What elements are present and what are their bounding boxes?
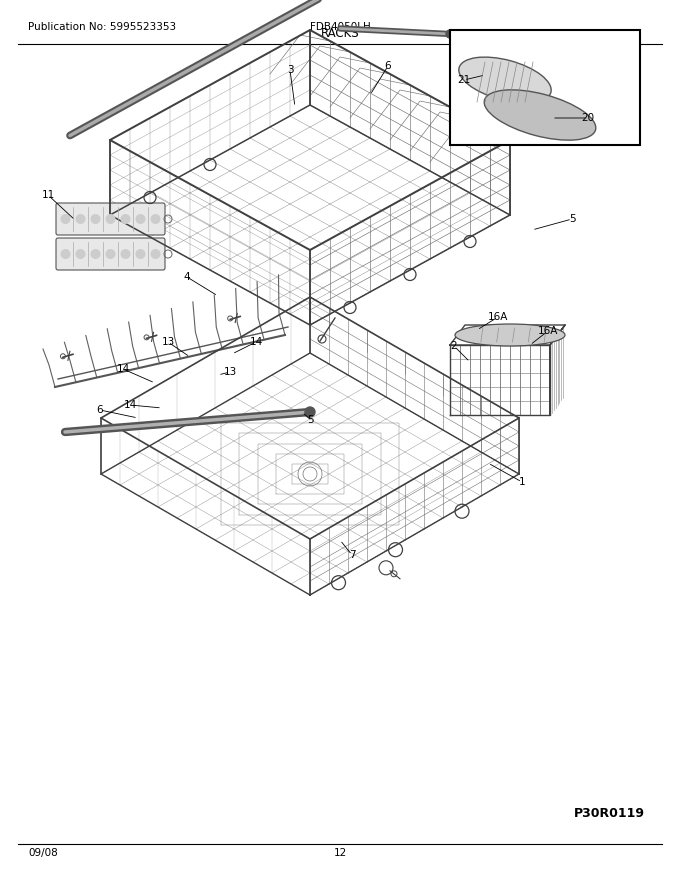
Text: P30R0119: P30R0119 bbox=[574, 807, 645, 820]
Circle shape bbox=[61, 249, 71, 259]
Circle shape bbox=[120, 214, 131, 224]
Text: Publication No: 5995523353: Publication No: 5995523353 bbox=[28, 22, 176, 32]
Text: 14: 14 bbox=[123, 400, 137, 410]
FancyBboxPatch shape bbox=[56, 203, 165, 235]
Circle shape bbox=[61, 214, 71, 224]
Text: 13: 13 bbox=[161, 337, 175, 347]
Text: FDB4050LH: FDB4050LH bbox=[310, 22, 371, 32]
Circle shape bbox=[105, 249, 116, 259]
Text: 16A: 16A bbox=[538, 326, 558, 336]
Bar bbox=[450, 30, 640, 145]
Circle shape bbox=[105, 214, 116, 224]
Circle shape bbox=[446, 30, 454, 38]
Text: 21: 21 bbox=[458, 75, 471, 85]
Circle shape bbox=[135, 214, 146, 224]
Text: 2: 2 bbox=[451, 341, 458, 351]
Circle shape bbox=[90, 249, 101, 259]
Circle shape bbox=[75, 249, 86, 259]
Text: 1: 1 bbox=[519, 477, 526, 487]
Ellipse shape bbox=[484, 90, 596, 140]
Text: 4: 4 bbox=[184, 272, 190, 282]
Circle shape bbox=[120, 249, 131, 259]
Circle shape bbox=[75, 214, 86, 224]
Circle shape bbox=[150, 214, 160, 224]
FancyBboxPatch shape bbox=[56, 238, 165, 270]
Text: 12: 12 bbox=[333, 848, 347, 858]
Circle shape bbox=[305, 407, 315, 417]
Text: 5: 5 bbox=[307, 415, 314, 425]
Text: 11: 11 bbox=[41, 190, 54, 200]
Ellipse shape bbox=[459, 57, 551, 103]
Ellipse shape bbox=[455, 324, 565, 346]
Text: 16A: 16A bbox=[488, 312, 508, 322]
Text: 09/08: 09/08 bbox=[28, 848, 58, 858]
Text: 13: 13 bbox=[223, 367, 237, 377]
Text: 5: 5 bbox=[568, 214, 575, 224]
Text: RACKS: RACKS bbox=[321, 27, 359, 40]
Circle shape bbox=[135, 249, 146, 259]
Text: 7: 7 bbox=[349, 550, 356, 560]
Text: 6: 6 bbox=[97, 405, 103, 415]
Text: 6: 6 bbox=[385, 61, 391, 71]
Text: 3: 3 bbox=[287, 65, 293, 75]
Text: 14: 14 bbox=[250, 337, 262, 347]
Circle shape bbox=[150, 249, 160, 259]
Text: 20: 20 bbox=[581, 113, 594, 123]
Text: 14: 14 bbox=[116, 364, 130, 374]
Circle shape bbox=[90, 214, 101, 224]
